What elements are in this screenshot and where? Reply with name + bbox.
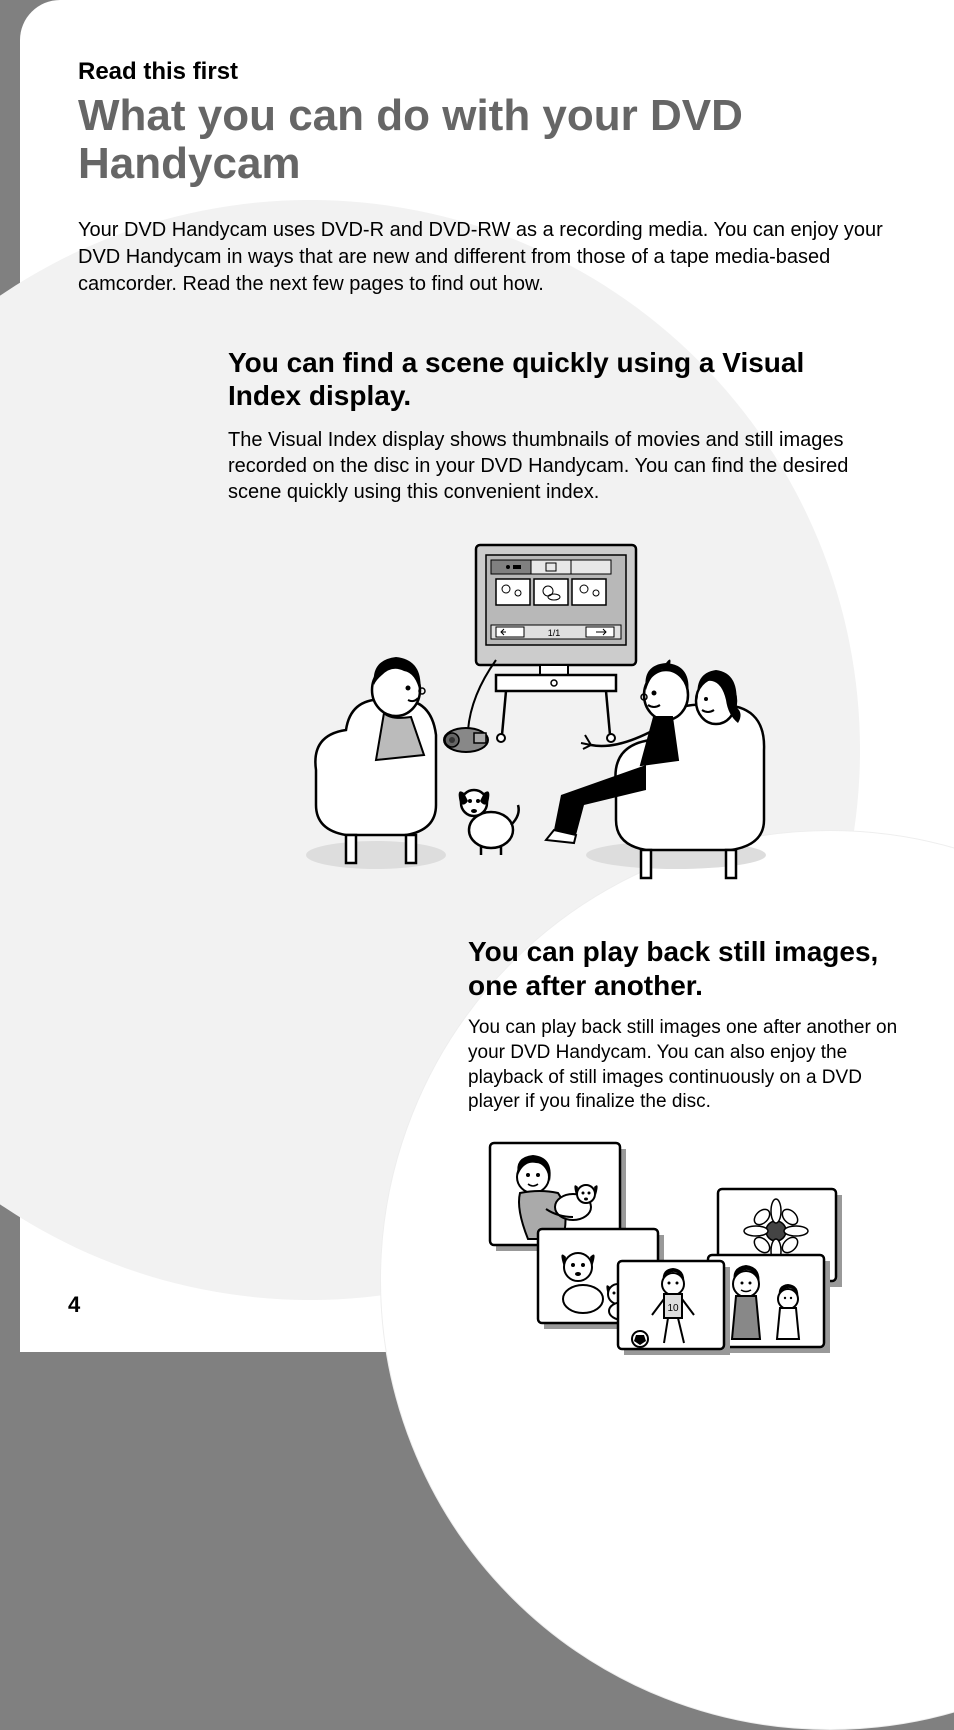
dog-icon <box>459 790 519 855</box>
intro-paragraph: Your DVD Handycam uses DVD-R and DVD-RW … <box>78 217 904 298</box>
photo-frames-illustration: 10 <box>478 1139 904 1364</box>
section-still-images: You can play back still images, one afte… <box>468 935 904 1364</box>
section2-body: You can play back still images one after… <box>468 1016 904 1115</box>
person-left-icon <box>306 657 446 869</box>
section1-heading: You can find a scene quickly using a Vis… <box>228 346 864 413</box>
camcorder-icon <box>444 728 488 752</box>
svg-text:1/1: 1/1 <box>548 628 561 638</box>
family-tv-illustration: 1/1 <box>228 535 864 895</box>
section1-body: The Visual Index display shows thumbnail… <box>228 427 864 505</box>
page-content: Read this first What you can do with you… <box>78 58 904 1364</box>
kicker-label: Read this first <box>78 58 904 86</box>
page-number: 4 <box>68 1292 80 1318</box>
tv-icon: 1/1 <box>476 545 636 742</box>
svg-text:10: 10 <box>667 1303 679 1314</box>
page-title: What you can do with your DVD Handycam <box>78 92 904 189</box>
manual-page: Read this first What you can do with you… <box>20 0 954 1352</box>
section-visual-index: You can find a scene quickly using a Vis… <box>228 346 864 895</box>
section2-heading: You can play back still images, one afte… <box>468 935 904 1002</box>
